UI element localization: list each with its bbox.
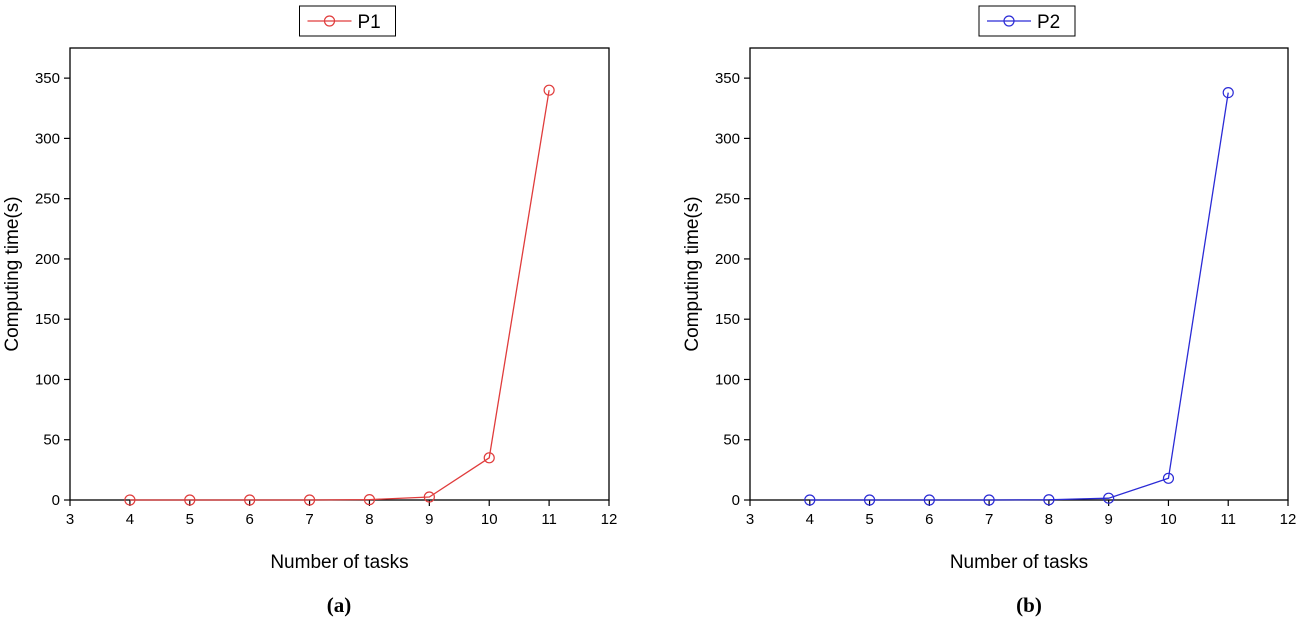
y-tick-label: 100 — [35, 371, 60, 388]
y-tick-label: 300 — [35, 130, 60, 147]
x-tick-label: 7 — [985, 511, 993, 528]
panel-label: (b) — [1016, 593, 1042, 617]
data-point — [1103, 492, 1115, 504]
x-tick-label: 9 — [1104, 511, 1112, 528]
legend-label: P2 — [1037, 12, 1060, 33]
x-tick-label: 12 — [601, 511, 618, 528]
data-point — [244, 494, 256, 506]
data-point — [983, 494, 995, 506]
y-tick-label: 50 — [43, 432, 60, 449]
x-tick-label: 11 — [1220, 511, 1236, 528]
x-axis-title: Number of tasks — [950, 552, 1088, 573]
y-tick-label: 250 — [35, 191, 60, 208]
data-point — [124, 494, 136, 506]
x-tick-label: 10 — [481, 511, 498, 528]
data-point — [483, 452, 495, 464]
y-tick-label: 200 — [715, 251, 740, 268]
y-tick-label: 250 — [715, 191, 740, 208]
x-tick-label: 3 — [66, 511, 74, 528]
series-line — [809, 92, 1229, 501]
plot-frame — [69, 47, 610, 501]
x-tick-label: 11 — [541, 511, 557, 528]
data-point — [1043, 494, 1055, 506]
y-tick-label: 100 — [715, 371, 740, 388]
data-point — [423, 491, 435, 503]
chart-panel-b: 3 4 5 6 7 8 9 10 11 12 0 50 100 150 200 250 300 350 Number… — [682, 5, 1297, 617]
y-tick-label: 150 — [35, 311, 60, 328]
data-point — [804, 494, 816, 506]
panel-label: (a) — [327, 593, 352, 617]
x-tick-label: 3 — [746, 511, 754, 528]
plot-frame — [749, 47, 1289, 501]
data-point — [303, 494, 316, 506]
x-tick-label: 12 — [1280, 511, 1297, 528]
y-tick-label: 300 — [715, 130, 740, 147]
x-tick-label: 4 — [806, 511, 814, 528]
legend-marker — [1003, 15, 1015, 27]
y-tick-label: 150 — [715, 311, 740, 328]
y-tick-label: 0 — [52, 492, 60, 509]
data-point — [543, 84, 555, 96]
x-tick-label: 7 — [305, 511, 313, 528]
data-point — [184, 494, 196, 506]
y-tick-label: 350 — [35, 70, 60, 87]
y-tick-label: 0 — [732, 492, 740, 509]
x-tick-label: 8 — [1045, 511, 1053, 528]
y-axis-title: Computing time(s) — [682, 196, 703, 351]
legend-marker — [323, 15, 336, 27]
data-point — [923, 494, 935, 506]
x-tick-label: 9 — [425, 511, 433, 528]
y-tick-label: 350 — [715, 70, 740, 87]
data-point — [1162, 472, 1175, 484]
x-tick-label: 6 — [245, 511, 253, 528]
data-point — [1222, 86, 1234, 99]
y-tick-label: 200 — [35, 251, 60, 268]
data-point — [363, 494, 376, 506]
x-tick-label: 4 — [126, 511, 134, 528]
chart-panel-a: 3 4 5 6 7 8 9 10 11 12 0 50 100 150 200 250 300 350 Number… — [2, 5, 618, 617]
x-tick-label: 5 — [186, 511, 194, 528]
y-tick-label: 50 — [723, 432, 740, 449]
data-point — [863, 494, 876, 506]
y-axis-title: Computing time(s) — [2, 196, 23, 351]
x-tick-label: 10 — [1160, 511, 1177, 528]
series-line — [129, 90, 550, 501]
x-tick-label: 6 — [925, 511, 933, 528]
legend-label: P1 — [358, 12, 381, 33]
x-axis-title: Number of tasks — [270, 552, 408, 573]
x-tick-label: 5 — [865, 511, 873, 528]
x-tick-label: 8 — [365, 511, 373, 528]
